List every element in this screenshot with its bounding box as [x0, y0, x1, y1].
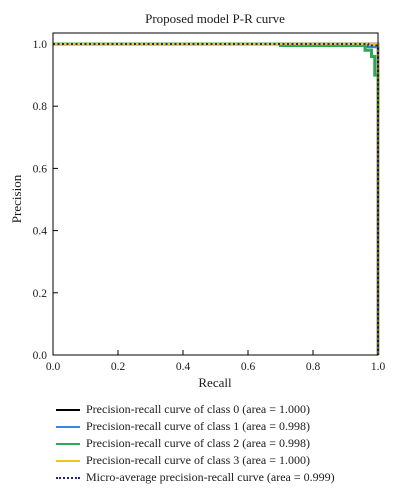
- x-tick-label: 0.8: [306, 361, 321, 373]
- legend-swatch: [56, 408, 80, 411]
- x-axis-label: Recall: [198, 375, 232, 390]
- y-tick-label: 1.0: [33, 39, 48, 51]
- legend: Precision-recall curve of class 0 (area …: [56, 401, 335, 486]
- legend-swatch: [56, 442, 80, 445]
- x-tick-label: 1.0: [371, 361, 386, 373]
- legend-label: Precision-recall curve of class 0 (area …: [86, 402, 311, 416]
- y-tick-label: 0.0: [33, 350, 48, 362]
- legend-swatch: [56, 459, 80, 462]
- series-line-4: [53, 43, 379, 355]
- legend-label: Precision-recall curve of class 3 (area …: [86, 453, 311, 467]
- series-line-2: [53, 42, 380, 113]
- y-tick-label: 0.2: [33, 288, 48, 300]
- legend-swatch: [56, 425, 80, 428]
- x-tick-label: 0.0: [46, 361, 61, 373]
- y-tick-label: 0.8: [33, 101, 48, 113]
- legend-swatch: [56, 476, 80, 479]
- legend-item: Precision-recall curve of class 3 (area …: [56, 452, 335, 469]
- legend-item: Precision-recall curve of class 0 (area …: [56, 401, 335, 418]
- chart-title: Proposed model P-R curve: [145, 11, 285, 26]
- x-tick-label: 0.2: [111, 361, 126, 373]
- legend-label: Precision-recall curve of class 2 (area …: [86, 436, 311, 450]
- x-tick-label: 0.6: [241, 361, 256, 373]
- y-tick-label: 0.6: [33, 163, 48, 175]
- legend-item: Precision-recall curve of class 2 (area …: [56, 435, 335, 452]
- series-line-0: [53, 42, 380, 355]
- plot-frame: [52, 32, 379, 356]
- y-axis-label: Precision: [9, 174, 24, 223]
- series-line-1: [53, 42, 380, 355]
- series-line-3: [53, 42, 380, 355]
- legend-item: Precision-recall curve of class 1 (area …: [56, 418, 335, 435]
- x-tick-label: 0.4: [176, 361, 191, 373]
- legend-label: Micro-average precision-recall curve (ar…: [86, 470, 335, 484]
- legend-item: Micro-average precision-recall curve (ar…: [56, 469, 335, 486]
- legend-label: Precision-recall curve of class 1 (area …: [86, 419, 311, 433]
- y-tick-label: 0.4: [33, 226, 48, 238]
